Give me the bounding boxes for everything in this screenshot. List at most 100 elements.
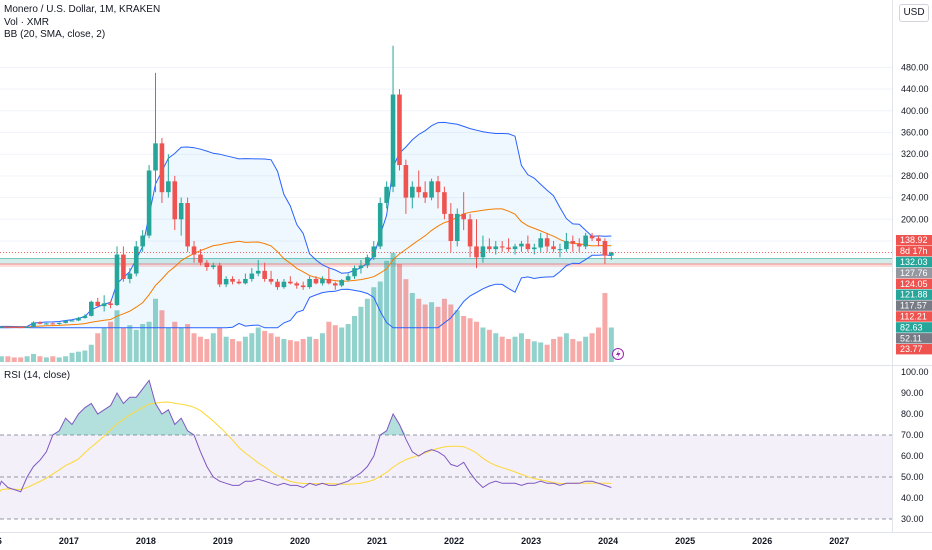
candle — [76, 316, 81, 322]
candle — [422, 181, 428, 204]
time-tick-label: 2018 — [136, 536, 156, 546]
candle-body — [519, 243, 524, 247]
candle — [217, 262, 223, 288]
time-tick-label: 2017 — [59, 536, 79, 546]
candle — [121, 246, 126, 282]
volume-bar — [461, 316, 467, 362]
candle — [538, 232, 544, 252]
volume-bar — [50, 356, 56, 362]
volume-bar — [563, 333, 569, 362]
time-tick-label: 2021 — [367, 536, 387, 546]
candle-body — [101, 303, 107, 307]
candle-body — [307, 278, 312, 288]
volume-bar — [69, 352, 75, 362]
candle — [31, 321, 36, 327]
candle-body — [467, 219, 473, 247]
volume-bar — [435, 306, 441, 362]
candle — [89, 300, 94, 317]
volume-bar — [371, 287, 377, 362]
volume-bar — [56, 357, 62, 362]
volume-bar — [518, 333, 524, 362]
candle-body — [390, 94, 396, 187]
rsi-tick-label: 40.00 — [901, 493, 924, 503]
candle-body — [133, 246, 139, 274]
candle-body — [377, 203, 383, 247]
volume-bar — [262, 330, 268, 362]
rsi-tick-label: 50.00 — [901, 472, 924, 482]
candle — [307, 276, 312, 289]
candle-body — [435, 181, 441, 193]
price-axis-label-text: 138.92 — [900, 235, 928, 245]
candle — [358, 259, 364, 274]
volume-bar — [544, 344, 550, 362]
volume-bar — [448, 304, 454, 362]
candle-body — [230, 278, 235, 282]
volume-bar — [570, 339, 576, 362]
price-axis-label-bg — [896, 256, 932, 268]
candle — [512, 243, 518, 255]
volume-bar — [230, 339, 236, 362]
price-axis-label-bg — [896, 235, 932, 246]
price-axis-label-text: 132.03 — [900, 257, 928, 267]
candle-body — [429, 181, 434, 198]
candle — [390, 45, 396, 193]
candle-body — [275, 281, 280, 288]
volume-bar — [127, 325, 133, 362]
candle-body — [493, 246, 499, 250]
price-tick-label: 400.00 — [901, 106, 929, 116]
candle-body — [384, 186, 389, 204]
currency-button[interactable]: USD — [899, 4, 929, 22]
candle — [332, 281, 338, 290]
candle-body — [313, 278, 319, 284]
candle-body — [69, 320, 75, 322]
candle — [326, 268, 332, 285]
candle-body — [172, 181, 178, 220]
price-axis-label-bg — [896, 311, 932, 322]
candle-body — [249, 273, 255, 279]
price-axis-label-text: 82.63 — [900, 322, 923, 332]
volume-bar — [608, 327, 614, 362]
price-axis-label: 82.63 — [896, 322, 932, 333]
candle-body — [191, 246, 197, 255]
candle-body — [108, 303, 113, 306]
candle-body — [11, 326, 17, 328]
price-axis-label: 112.21 — [896, 311, 932, 322]
candle — [0, 326, 4, 328]
candle — [583, 232, 588, 250]
candle-body — [255, 270, 261, 274]
candle-body — [506, 247, 511, 250]
lightning-icon — [612, 348, 624, 360]
candle-body — [262, 270, 267, 279]
candle-body — [18, 327, 23, 329]
candle — [275, 278, 280, 290]
volume-bar — [274, 336, 280, 362]
price-axis-label: 52.11 — [896, 333, 932, 344]
candle — [262, 262, 267, 282]
candle-body — [82, 315, 88, 319]
support-zone-red — [0, 264, 892, 267]
candle-body — [583, 235, 588, 247]
candle — [44, 322, 49, 325]
volume-bar — [114, 310, 120, 362]
price-tick-label: 200.00 — [901, 214, 929, 224]
candle — [18, 327, 23, 329]
candle-body — [454, 213, 460, 241]
candle-body — [5, 326, 11, 328]
volume-bar — [300, 339, 306, 362]
volume-bar — [364, 298, 370, 362]
candle-body — [37, 322, 43, 324]
candle-body — [24, 326, 30, 328]
candle — [544, 232, 550, 252]
candle-body — [121, 254, 126, 279]
candle-body — [531, 247, 537, 250]
volume-bar — [441, 298, 447, 362]
time-tick-label: 2026 — [752, 536, 772, 546]
time-tick-label: 2020 — [290, 536, 310, 546]
candle — [506, 238, 511, 252]
volume-bar — [602, 293, 608, 362]
candle — [133, 241, 139, 277]
candle — [114, 246, 120, 307]
price-axis-label-bg — [896, 278, 932, 289]
rsi-tick-label: 60.00 — [901, 451, 924, 461]
